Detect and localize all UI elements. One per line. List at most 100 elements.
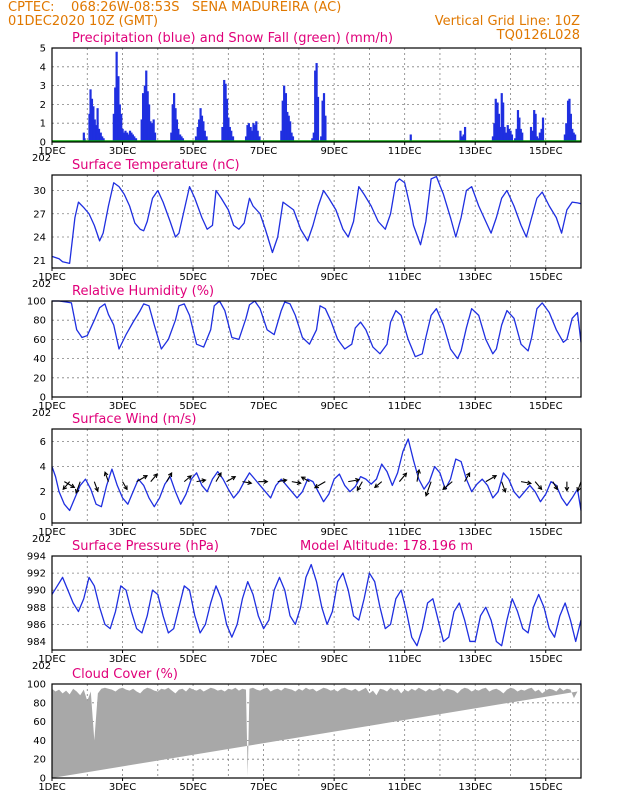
precipitation-bar <box>143 85 146 142</box>
precipitation-bar <box>252 123 255 142</box>
wind-arrow-head <box>300 476 306 481</box>
surface-pressure-xtick-label: 5DEC <box>179 654 206 665</box>
precipitation-bar <box>230 130 233 142</box>
wind-arrow-head <box>442 485 448 491</box>
wind-arrow <box>226 476 237 483</box>
precipitation-bar <box>316 96 320 142</box>
surface-pressure-xtick-label: 11DEC <box>388 654 422 665</box>
wind-arrow <box>62 481 71 491</box>
cloud-cover-xtick-label: 13DEC <box>458 782 492 793</box>
wind-arrow <box>398 472 408 482</box>
wind-arrow-shaft <box>348 479 360 483</box>
cloud-cover-xtick-label: 1DEC <box>38 782 65 793</box>
header-grid-note: Vertical Grid Line: 10Z <box>435 14 580 29</box>
surface-pressure-xtick-label: 1DEC <box>38 654 65 665</box>
wind-arrow-head <box>153 473 158 479</box>
precipitation-bar <box>199 108 202 142</box>
cloud-cover-xtick-label: 11DEC <box>388 782 422 793</box>
wind-arrow-shaft <box>552 481 558 490</box>
precipitation-bar <box>205 136 208 142</box>
precipitation-bar <box>225 98 229 142</box>
precipitation-bar <box>280 130 283 142</box>
precipitation-bar <box>503 126 506 142</box>
precipitation-xtick-label: 5DEC <box>179 146 206 157</box>
precipitation-bar <box>221 126 224 142</box>
relative-humidity-ytick-label: 60 <box>33 335 46 346</box>
precipitation-bar <box>223 79 226 142</box>
wind-arrow-shaft <box>464 472 471 482</box>
precipitation-bar <box>124 130 127 142</box>
precipitation-bar <box>244 136 248 142</box>
wind-arrow-shaft <box>62 481 71 490</box>
precipitation-bar <box>200 115 204 142</box>
precipitation-bar <box>227 117 230 142</box>
precipitation-bar <box>177 128 180 142</box>
wind-arrow-shaft <box>183 475 192 483</box>
precipitation-bar <box>497 113 501 142</box>
precipitation-bar <box>533 110 536 142</box>
cloud-cover-ytick-label: 20 <box>33 755 46 766</box>
precipitation-bar <box>510 134 514 142</box>
wind-arrow-head <box>424 491 430 497</box>
surface-pressure-xtick-label: 13DEC <box>458 654 492 665</box>
precipitation-bar <box>82 132 85 142</box>
precipitation-bar <box>320 136 323 142</box>
surface-pressure-ytick-label: 994 <box>27 552 46 563</box>
precipitation-bar <box>519 128 522 142</box>
wind-arrow <box>277 478 288 484</box>
wind-arrow-head <box>247 480 253 486</box>
precipitation-bar <box>311 138 314 142</box>
precipitation-bar <box>496 102 499 142</box>
wind-arrow-head <box>296 480 302 486</box>
surface-temperature-panel: Surface Temperature (nC) 21 24 27 30 1DEC 3DEC… <box>32 158 582 290</box>
precipitation-bar <box>174 108 177 142</box>
wind-arrow-head <box>356 486 362 492</box>
relative-humidity-xtick-label: 5DEC <box>179 401 206 412</box>
wind-arrow-shaft <box>150 473 158 482</box>
precipitation-bar <box>126 132 129 142</box>
wind-arrow-shaft <box>301 476 310 483</box>
surface-pressure-xtick-label: 9DEC <box>320 654 347 665</box>
precipitation-bar <box>228 126 231 142</box>
cloud-cover-area <box>52 687 578 778</box>
surface-temperature-ytick-label: 21 <box>33 256 46 267</box>
cloud-cover-ytick-label: 60 <box>33 717 46 728</box>
wind-arrow-shaft <box>226 476 236 483</box>
surface-temperature-xtick-label: 9DEC <box>320 272 347 283</box>
wind-arrow <box>291 480 302 486</box>
relative-humidity-xtick-label: 1DEC <box>38 401 65 412</box>
precipitation-bar <box>258 136 261 142</box>
precipitation-bar <box>133 136 136 142</box>
surface-wind-xtick-label: 3DEC <box>109 527 136 538</box>
surface-temperature-year-fragment: 202 <box>32 279 51 290</box>
relative-humidity-xtick-label: 11DEC <box>388 401 422 412</box>
wind-arrow-head <box>231 476 237 481</box>
precipitation-bar <box>322 93 326 142</box>
wind-arrow-head <box>263 479 269 485</box>
precipitation-bar <box>409 134 412 142</box>
precipitation-bar <box>572 132 575 142</box>
wind-arrow-shaft <box>416 469 420 482</box>
precipitation-bar <box>247 123 250 142</box>
precipitation-bar <box>99 132 102 142</box>
precipitation-bar <box>231 136 235 142</box>
precipitation-xtick-label: 3DEC <box>109 146 136 157</box>
precipitation-bar <box>114 87 117 142</box>
wind-arrow-shaft <box>356 481 363 491</box>
precipitation-bar <box>491 136 495 142</box>
wind-arrow-head <box>74 488 80 495</box>
surface-temperature-frame <box>51 174 582 269</box>
precipitation-frame <box>51 47 582 143</box>
precipitation-bar <box>312 132 315 142</box>
wind-arrow-shaft <box>104 472 109 482</box>
precipitation-bar <box>571 128 574 142</box>
precipitation-bar <box>508 128 511 142</box>
relative-humidity-ytick-label: 40 <box>33 354 46 365</box>
surface-temperature-title: Surface Temperature (nC) <box>72 158 240 173</box>
wind-arrow-shaft <box>166 472 173 482</box>
precipitation-ytick-label: 0 <box>40 138 46 149</box>
wind-arrow <box>442 481 453 491</box>
wind-arrow-head <box>103 471 109 477</box>
cloud-cover-xtick-label: 15DEC <box>529 782 563 793</box>
relative-humidity-xtick-label: 13DEC <box>458 401 492 412</box>
